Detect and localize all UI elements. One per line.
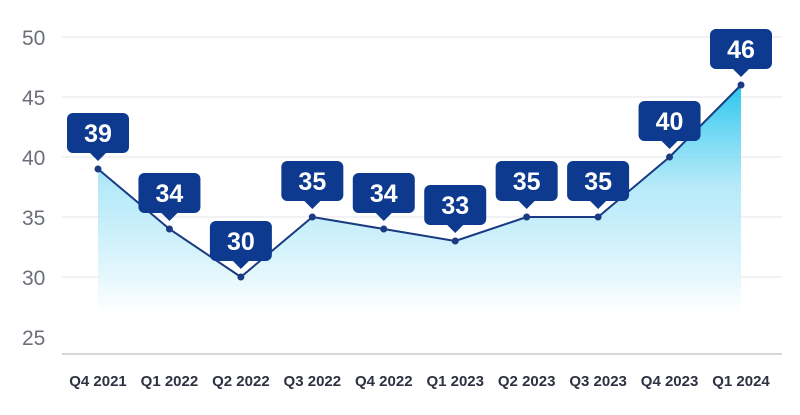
data-label: 30 [209,221,272,269]
data-label-value: 40 [656,108,684,136]
callout-box [495,161,558,201]
callout-pointer [232,261,249,269]
y-tick-label: 35 [22,207,45,230]
x-axis-ticks: Q4 2021 Q1 2022 Q2 2022 Q3 2022 Q4 2022 Q1 20… [69,373,770,390]
x-tick-label: Q3 2023 [569,373,627,390]
series-line [97,84,742,278]
data-label-value: 35 [298,168,326,196]
callout-box [710,29,772,69]
x-tick-label: Q4 2021 [69,373,127,390]
callout-box [567,161,630,201]
data-label-value: 39 [84,120,112,148]
data-point [666,153,674,161]
data-label: 34 [352,173,415,221]
data-label-value: 46 [727,36,755,64]
x-tick-label: Q1 2022 [141,373,199,390]
callout-box [281,161,344,201]
callout-box [352,173,415,213]
callout-pointer [90,153,106,161]
callout-box [209,221,272,261]
x-tick-label: Q2 2022 [212,373,270,390]
callout-box [424,185,487,225]
data-label: 46 [710,29,772,77]
x-tick-label: Q2 2023 [498,373,556,390]
data-label: 34 [138,173,201,221]
callout-pointer [161,213,178,221]
data-point [737,81,745,89]
callout-pointer [375,213,392,221]
x-tick-label: Q1 2024 [712,373,770,390]
x-tick-label: Q4 2022 [355,373,413,390]
x-tick-label: Q1 2023 [426,373,484,390]
callout-pointer [590,201,607,209]
y-axis-ticks: 25 30 35 40 45 50 [22,27,45,350]
data-point [237,273,245,281]
data-point [594,213,602,221]
callout-box [138,173,201,213]
area-fill-layer [98,85,741,313]
data-label-value: 34 [156,180,184,208]
data-point [451,237,459,245]
callout-pointer [661,141,678,149]
callout-pointer [518,201,535,209]
y-tick-label: 40 [22,147,45,170]
data-point [308,213,316,221]
y-tick-label: 30 [22,267,45,290]
y-tick-label: 45 [22,87,45,110]
data-label: 40 [638,101,701,149]
callout-pointer [447,225,464,233]
data-label: 33 [424,185,487,233]
data-label: 35 [495,161,558,209]
callout-box [638,101,701,141]
data-label: 35 [281,161,344,209]
data-label-value: 35 [513,168,541,196]
data-point [523,213,531,221]
data-label-value: 33 [441,192,469,220]
y-tick-label: 50 [22,27,45,50]
y-tick-label: 25 [22,327,45,350]
callout-pointer [304,201,321,209]
data-label-value: 34 [370,180,398,208]
series-line-layer [97,84,742,278]
data-points [94,81,745,281]
data-label: 35 [567,161,630,209]
data-point [94,165,102,173]
area-fill [98,85,741,313]
x-tick-label: Q3 2022 [284,373,342,390]
x-tick-label: Q4 2023 [641,373,699,390]
data-label-callouts: 39 34 30 35 34 33 35 35 40 46 [67,29,772,269]
data-point [380,225,388,233]
callout-box [67,113,129,153]
data-label-value: 30 [227,228,255,256]
callout-pointer [733,69,749,77]
data-point [165,225,173,233]
data-label-value: 35 [584,168,612,196]
data-label: 39 [67,113,129,161]
